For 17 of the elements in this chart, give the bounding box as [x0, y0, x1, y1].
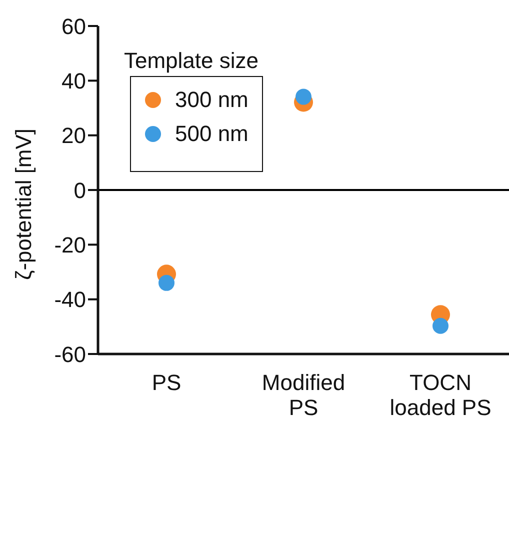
legend-title: Template size	[124, 48, 260, 74]
y-tick-label: 60	[62, 14, 86, 39]
y-tick-label: 40	[62, 68, 86, 94]
y-tick-label: -40	[54, 287, 86, 312]
x-tick-label: PS	[152, 370, 182, 395]
point	[432, 318, 448, 334]
y-tick-label: -20	[54, 232, 86, 258]
point	[158, 274, 174, 291]
x-tick-label: TOCN loaded PS	[390, 370, 492, 420]
x-tick-label: Modified PS	[262, 370, 346, 420]
y-tick-label: 20	[62, 123, 86, 148]
point	[296, 88, 312, 105]
legend-label: 500 nm	[175, 121, 248, 147]
legend-label: 300 nm	[175, 87, 248, 113]
y-tick-label: 0	[74, 178, 86, 203]
y-tick-label: -60	[54, 342, 86, 367]
y-axis-title: ζ-potential [mV]	[10, 128, 36, 280]
